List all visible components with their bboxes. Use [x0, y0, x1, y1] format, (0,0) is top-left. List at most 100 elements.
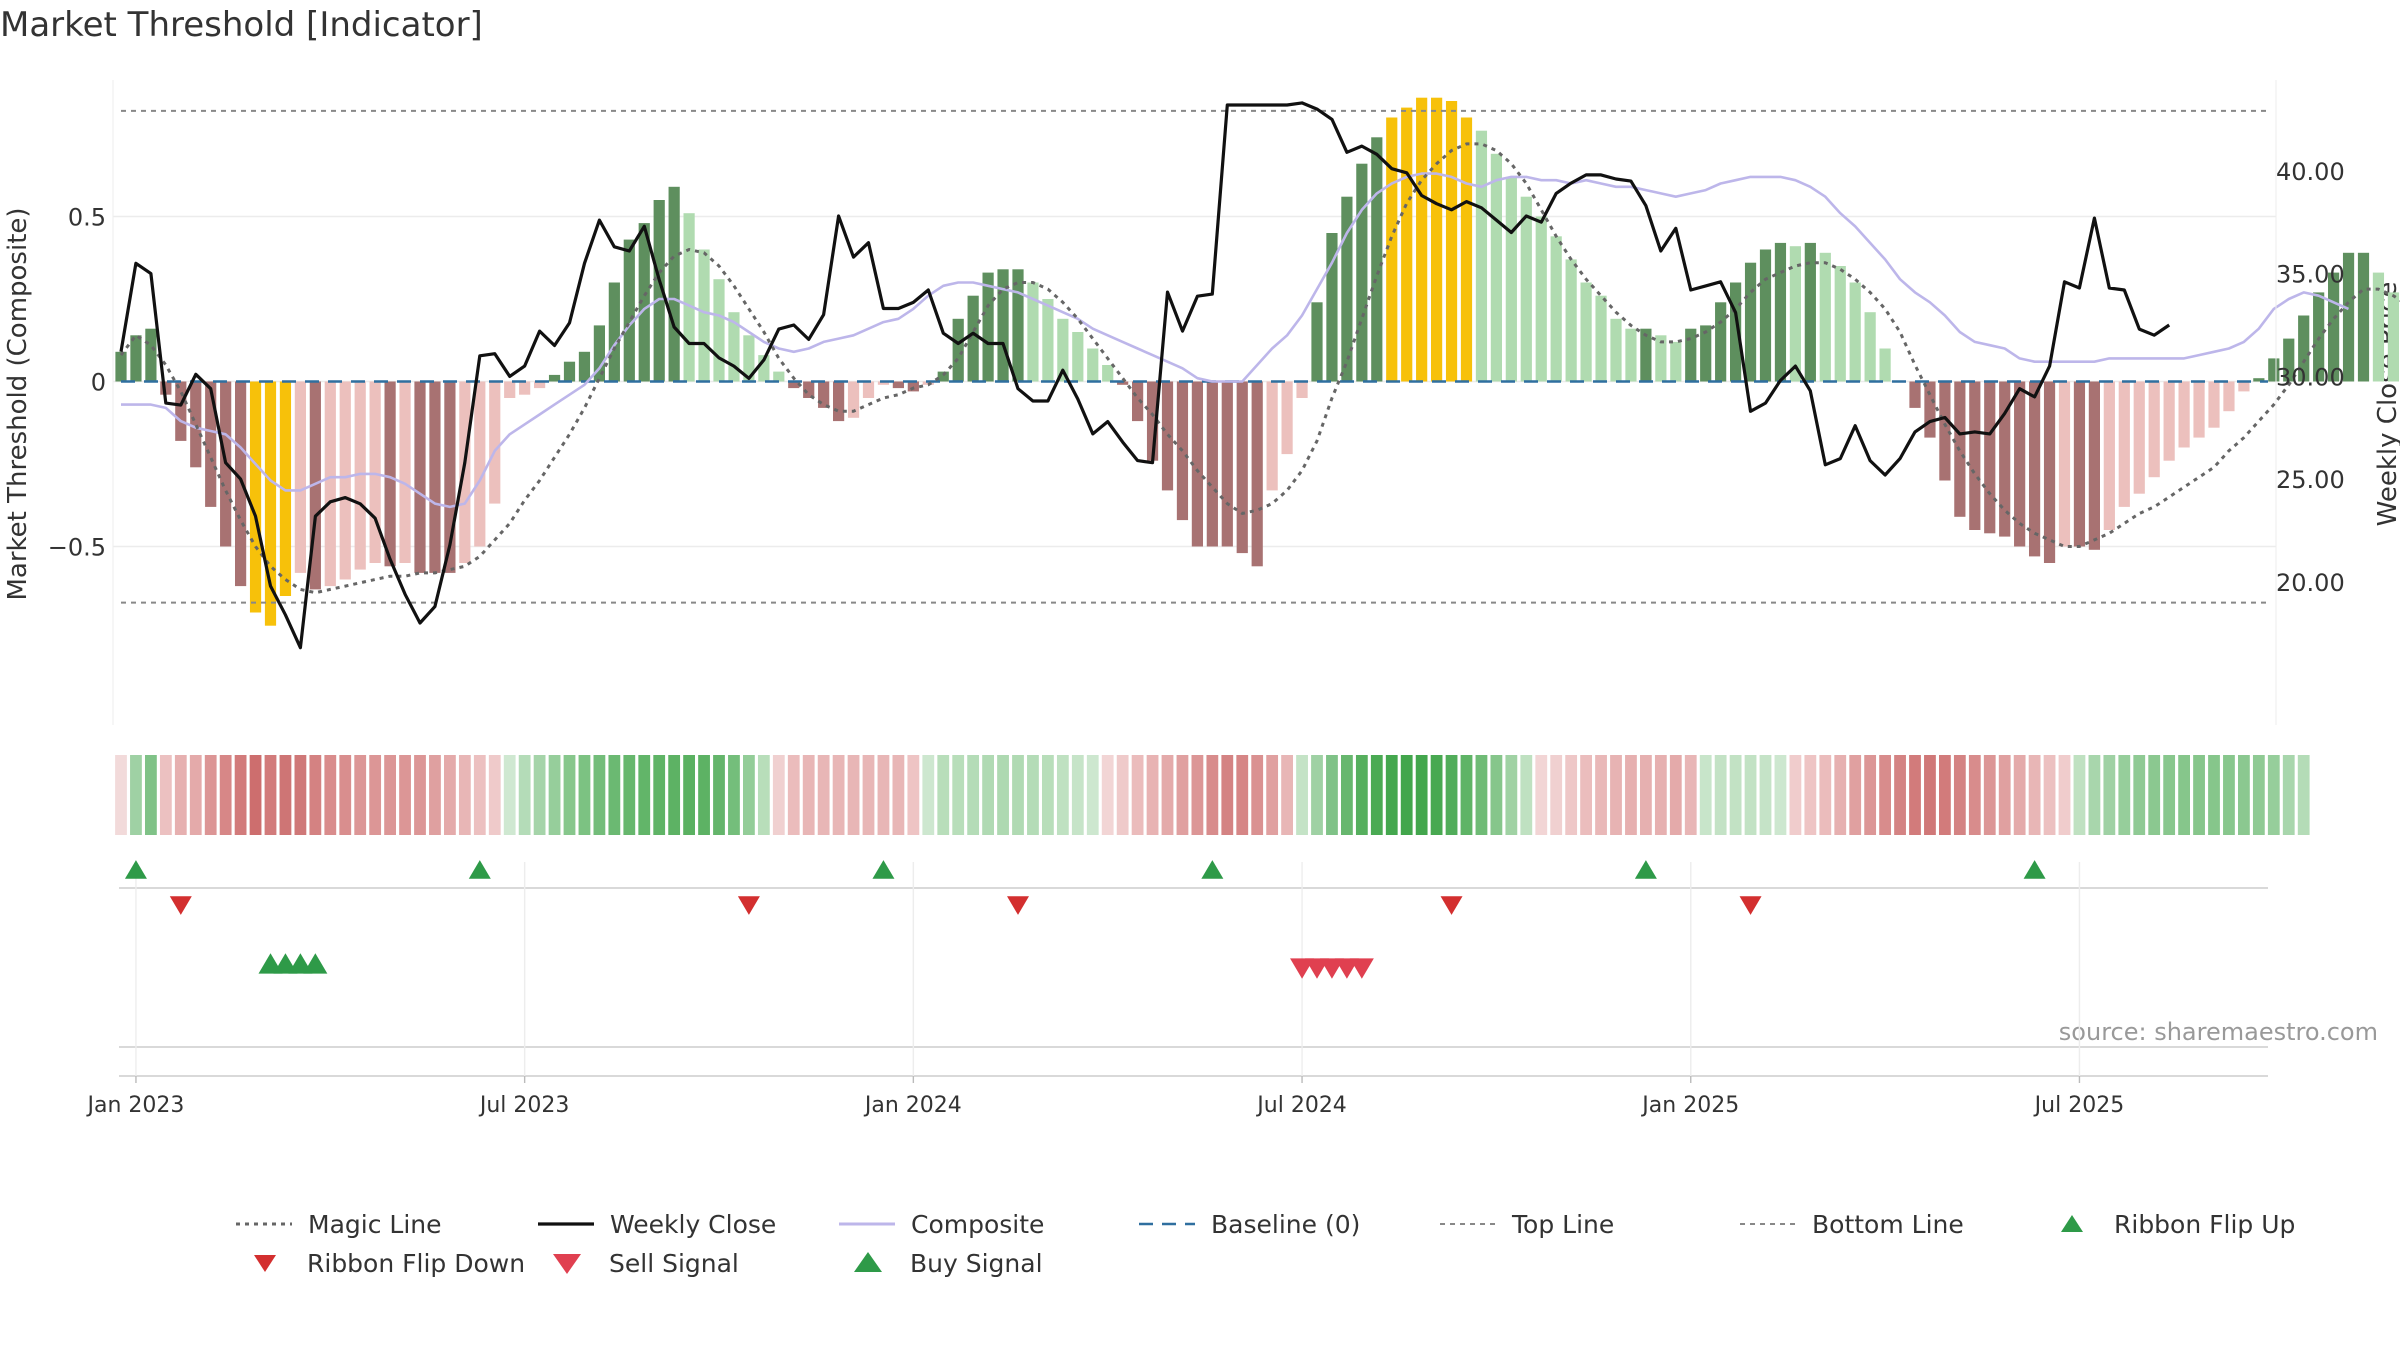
ribbon-cell: [2148, 755, 2161, 835]
ribbon-cell: [1625, 755, 1637, 835]
composite-bar: [608, 282, 620, 382]
composite-bar: [1909, 381, 1921, 408]
ribbon-cell: [2058, 755, 2071, 835]
composite-bar: [309, 381, 321, 590]
ribbon-cell: [1251, 755, 1264, 835]
composite-bar: [788, 381, 800, 389]
composite-bar: [1072, 332, 1084, 382]
ribbon-cell: [967, 755, 980, 835]
composite-bar: [1386, 117, 1398, 382]
composite-bar: [160, 381, 172, 395]
legend-item-flipup: Ribbon Flip Up: [2061, 1210, 2295, 1239]
ribbon-cell: [174, 755, 187, 835]
ribbon-cell: [1909, 755, 1921, 835]
composite-bar: [459, 381, 471, 563]
ribbon-cell: [683, 755, 695, 835]
composite-bar: [862, 381, 875, 398]
composite-bar: [1371, 137, 1383, 382]
ribbon-cell: [1550, 755, 1563, 835]
composite-bar: [429, 381, 441, 573]
composite-bar: [997, 269, 1009, 382]
ribbon-cell: [1610, 755, 1622, 835]
composite-bar: [758, 355, 770, 382]
legend-label-composite: Composite: [911, 1210, 1044, 1239]
ribbon-cell: [2088, 755, 2101, 835]
ribbon-cell: [743, 755, 755, 835]
ribbon-cell: [130, 755, 142, 835]
composite-bar: [653, 200, 665, 382]
composite-bar: [1146, 381, 1159, 461]
composite-bar: [1834, 266, 1846, 382]
ribbon-cell: [473, 755, 486, 835]
composite-bar: [474, 381, 486, 547]
ribbon-cell: [339, 755, 352, 835]
ribbon-cell: [1266, 755, 1279, 835]
ribbon-cell: [2013, 755, 2026, 835]
composite-bar: [638, 223, 650, 382]
composite-bar: [369, 381, 381, 563]
legend-label-topline: Top Line: [1511, 1210, 1614, 1239]
ribbon-cell: [817, 755, 830, 835]
ribbon-cell: [1939, 755, 1951, 835]
ribbon-cell: [2267, 755, 2280, 835]
ribbon-cell: [1221, 755, 1234, 835]
composite-bar: [2118, 381, 2130, 507]
ribbon-cell: [1355, 755, 1368, 835]
composite-bar: [1431, 97, 1443, 382]
ribbon-cell: [1849, 755, 1862, 835]
composite-bar: [175, 381, 187, 441]
composite-bar: [2088, 381, 2100, 550]
ribbon-cell: [1056, 755, 1069, 835]
ribbon-cell: [503, 755, 516, 835]
composite-bar: [548, 374, 561, 382]
ribbon-cell: [234, 755, 247, 835]
legend-item-topline: Top Line: [1440, 1210, 1614, 1239]
composite-bar: [384, 381, 396, 567]
ribbon-cell: [145, 755, 157, 835]
ribbon-cell: [115, 755, 127, 835]
composite-bar: [1401, 107, 1413, 382]
ribbon-cell: [324, 755, 337, 835]
composite-bar: [593, 325, 605, 382]
composite-bar: [2073, 381, 2086, 547]
ribbon-cell: [309, 755, 322, 835]
composite-bar: [1445, 101, 1458, 382]
composite-bar: [623, 239, 635, 382]
composite-bar: [1251, 381, 1263, 567]
ribbon-cell: [608, 755, 621, 835]
legend-label-flipup: Ribbon Flip Up: [2114, 1210, 2295, 1239]
ribbon-cell: [1684, 755, 1697, 835]
ribbon-cell: [1445, 755, 1458, 835]
composite-bar: [877, 381, 890, 385]
legend-item-composite: Composite: [839, 1210, 1044, 1239]
ribbon-cell: [728, 755, 740, 835]
composite-bar: [1117, 381, 1129, 385]
ribbon-cell: [2178, 755, 2190, 835]
y-tick-label-right: 35.00: [2276, 261, 2345, 289]
composite-bar: [1266, 381, 1278, 491]
ribbon-cell: [1131, 755, 1144, 835]
ribbon-cell: [2282, 755, 2295, 835]
ribbon-cell: [294, 755, 307, 835]
composite-bar: [279, 381, 292, 596]
ribbon-cell: [937, 755, 950, 835]
ribbon-cell: [1101, 755, 1114, 835]
ribbon-cell: [1400, 755, 1413, 835]
composite-bar: [2163, 381, 2175, 461]
composite-bar: [1625, 328, 1637, 382]
series-lines: [119, 101, 2400, 650]
legend-item-sell: Sell Signal: [553, 1249, 739, 1278]
composite-bar: [264, 381, 277, 626]
ribbon-cell: [264, 755, 277, 835]
ribbon-cell: [518, 755, 531, 835]
composite-bar: [1715, 302, 1727, 382]
composite-bar: [1206, 381, 1218, 547]
composite-bar: [399, 381, 411, 563]
magic-line: [119, 142, 2400, 595]
composite-bar: [534, 381, 546, 389]
legend-label-bottomline: Bottom Line: [1812, 1210, 1964, 1239]
ribbon-cell: [1341, 755, 1353, 835]
ribbon-cell: [593, 755, 606, 835]
legend-label-close: Weekly Close: [610, 1210, 776, 1239]
